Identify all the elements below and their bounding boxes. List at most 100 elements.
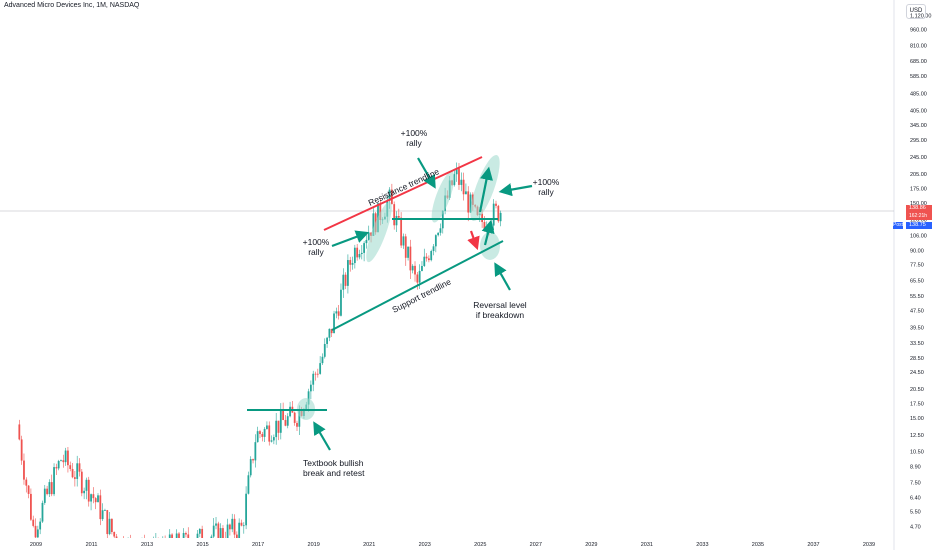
candle-body: [363, 243, 366, 253]
candle-body: [27, 485, 30, 494]
y-tick-label: 8.90: [910, 465, 921, 471]
y-tick-label: 126.00: [910, 217, 927, 223]
candle-body: [94, 498, 97, 503]
candle-body: [233, 518, 236, 535]
candle-body: [316, 373, 319, 375]
y-tick-label: 47.50: [910, 308, 924, 314]
candle-body: [418, 270, 421, 283]
x-axis-labels: 2009 2011 2013 2015 2017 2019 2021 2023 2025 2027…: [30, 542, 875, 548]
candle-body: [423, 256, 426, 266]
y-tick-label: 77.50: [910, 263, 924, 269]
y-tick-label: 28.50: [910, 356, 924, 362]
candle-body: [71, 468, 74, 478]
y-tick-label: 15.00: [910, 416, 924, 422]
candle-body: [110, 518, 113, 532]
candle-body: [312, 373, 315, 385]
x-tick-label: 2013: [141, 542, 153, 548]
candle-body: [347, 260, 349, 286]
y-tick-label: 65.50: [910, 278, 924, 284]
candle-body: [293, 412, 296, 423]
candle-body: [178, 533, 180, 538]
candle-body: [497, 205, 500, 222]
candle-body: [395, 215, 398, 226]
candle-body: [462, 179, 465, 195]
candle-body: [43, 488, 46, 503]
y-tick-label: 205.00: [910, 172, 927, 178]
candle-body: [323, 343, 326, 357]
candle-body: [416, 274, 419, 283]
candle-body: [340, 289, 342, 316]
candle-body: [342, 274, 345, 290]
candle-body: [182, 533, 185, 538]
candle-body: [92, 494, 95, 499]
y-tick-label: 960.00: [910, 28, 927, 34]
currency-selector[interactable]: USD: [906, 4, 926, 19]
candle-body: [259, 431, 261, 434]
x-tick-label: 2031: [641, 542, 653, 548]
candle-body: [272, 437, 275, 441]
candle-body: [254, 442, 257, 461]
y-tick-label: 295.00: [910, 138, 927, 144]
x-tick-label: 2039: [863, 542, 875, 548]
candle-body: [495, 203, 497, 206]
candle-body: [321, 356, 324, 364]
candle-body: [168, 534, 171, 538]
candle-body: [240, 522, 243, 526]
candle-body: [30, 493, 32, 520]
annotation-line: Reversal level: [473, 300, 526, 310]
y-tick-label: 106.00: [910, 233, 927, 239]
candle-body: [87, 479, 90, 502]
candle-body: [414, 265, 416, 275]
candle-body: [425, 256, 428, 259]
candle-body: [439, 228, 442, 233]
candle-body: [353, 247, 356, 264]
y-tick-label: 24.50: [910, 370, 924, 376]
candle-body: [360, 252, 363, 255]
candle-body: [222, 528, 224, 538]
x-tick-label: 2015: [196, 542, 208, 548]
candle-body: [256, 431, 259, 443]
y-axis-labels: 1,120.00 960.00 810.00 685.00 585.00 485.00 40…: [910, 13, 931, 530]
rally-label-2024: +100% rally: [401, 128, 428, 148]
candle-body: [249, 459, 252, 476]
post-market-badge: Post: [893, 222, 904, 229]
candle-body: [219, 528, 222, 538]
arrow-reversal-level: [494, 262, 511, 291]
arrow-projection-up-1: [478, 166, 493, 213]
annotation-arrows: [313, 157, 533, 451]
x-tick-label: 2029: [585, 542, 597, 548]
candle-body: [25, 479, 28, 486]
annotation-line: +100%: [533, 177, 560, 187]
candle-body: [330, 328, 333, 334]
rally-label-2021: +100% rally: [303, 237, 330, 257]
candle-body: [289, 406, 291, 417]
candle-body: [231, 518, 234, 530]
candle-body: [296, 422, 298, 427]
y-tick-label: 12.50: [910, 433, 924, 439]
candle-body: [226, 524, 229, 538]
rally-label-projection: +100% rally: [533, 177, 560, 197]
arrow-projection-down: [467, 230, 480, 251]
candle-body: [76, 463, 79, 479]
candle-body: [367, 232, 370, 240]
candle-body: [217, 523, 220, 538]
arrow-rally-2024: [417, 157, 436, 189]
y-tick-label: 33.50: [910, 341, 924, 347]
candle-body: [69, 465, 72, 469]
candle-body: [432, 246, 435, 252]
candle-body: [20, 439, 23, 461]
symbol-header: Advanced Micro Devices Inc, 1M, NASDAQ: [4, 2, 140, 9]
candle-body: [481, 213, 484, 223]
candle-body: [215, 523, 217, 526]
candle-body: [175, 533, 178, 538]
y-tick-label: 90.00: [910, 249, 924, 255]
y-tick-label: 485.00: [910, 91, 927, 97]
y-tick-label: 585.00: [910, 74, 927, 80]
candle-body: [34, 525, 37, 538]
candle-body: [483, 222, 486, 231]
x-tick-label: 2019: [308, 542, 320, 548]
candle-body: [337, 311, 340, 316]
candle-body: [108, 518, 111, 535]
annotation-line: +100%: [401, 128, 428, 138]
